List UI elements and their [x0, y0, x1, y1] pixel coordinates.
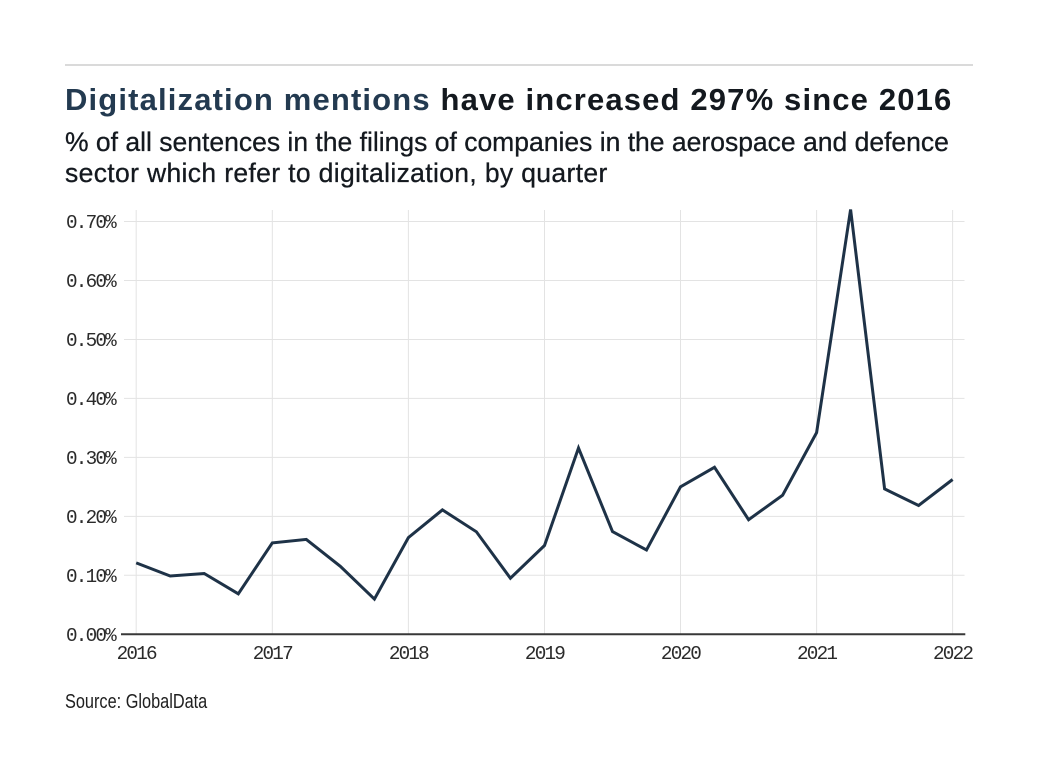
svg-text:0.10%: 0.10% [66, 566, 117, 588]
svg-text:2022: 2022 [933, 643, 973, 665]
svg-text:0.20%: 0.20% [66, 507, 117, 529]
svg-text:2020: 2020 [661, 643, 701, 665]
svg-text:2017: 2017 [253, 643, 293, 665]
svg-text:0.40%: 0.40% [66, 389, 117, 411]
svg-text:0.30%: 0.30% [66, 448, 117, 470]
svg-text:0.00%: 0.00% [66, 625, 117, 647]
svg-text:0.50%: 0.50% [66, 330, 117, 352]
svg-text:2021: 2021 [797, 643, 837, 665]
svg-text:2016: 2016 [117, 643, 157, 665]
svg-text:2018: 2018 [389, 643, 429, 665]
svg-text:0.70%: 0.70% [66, 212, 117, 234]
svg-text:2019: 2019 [525, 643, 565, 665]
svg-text:0.60%: 0.60% [66, 271, 117, 293]
